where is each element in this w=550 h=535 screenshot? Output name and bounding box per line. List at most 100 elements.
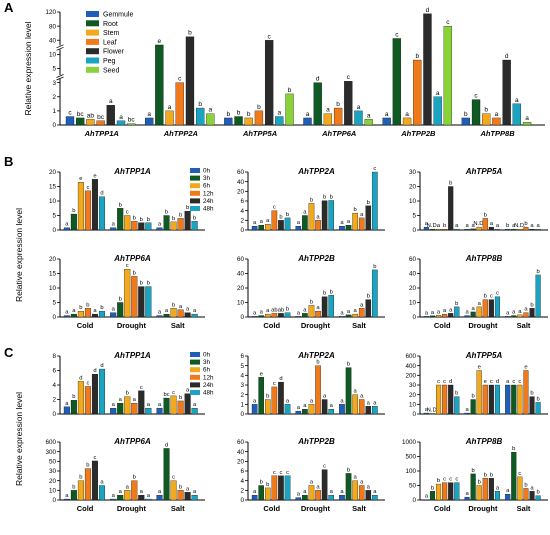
panel-b-bar-AhTPP2A-Salt-0h: [339, 225, 345, 231]
panel-b-bar-AhTPP5A-Salt-24h: [529, 228, 535, 231]
panel-c-sig-letter: b: [530, 391, 533, 397]
panel-b-bar-AhTPP6A-Salt-12h: [177, 309, 184, 318]
panel-b-bar-AhTPP8B-Drought-3h: [470, 311, 476, 318]
panel-c-gene-title-AhTPP2A: AhTPP2A: [297, 351, 335, 360]
panel-b-sig-letter: b: [279, 214, 282, 220]
panel-b-sig-letter: a: [260, 310, 264, 316]
panel-b-bar-AhTPP2A-Drought-48h: [328, 200, 334, 231]
panel-b-bar-AhTPP5A-Salt-48h: [535, 228, 541, 231]
panel-b-bar-AhTPP6A-Salt-0h: [156, 315, 163, 318]
panel-b-sig-letter: b: [119, 202, 122, 208]
panel-c-AhTPP2B-y-tick-60-label: 60: [237, 439, 245, 446]
panel-b-gene-title-AhTPP2B: AhTPP2B: [297, 254, 335, 263]
panel-b-AhTPP2A-y-tick-40-label: 40: [237, 179, 245, 186]
panel-a-bar-AhTPP2B-Stem: [402, 117, 412, 126]
panel-a-sig-letter: a: [436, 90, 440, 97]
panel-c-sig-letter: a: [158, 489, 162, 495]
panel-a-bar-AhTPP6A-Flower: [344, 81, 353, 126]
panel-b-legend-label-6h: 6h: [203, 183, 211, 190]
panel-a-sig-letter: b: [227, 111, 231, 118]
panel-b-bar-AhTPP2A-Drought-6h: [308, 203, 315, 231]
panel-c-bar-AhTPP5A-Drought-6h: [476, 370, 482, 415]
panel-b-sig-letter: a: [186, 307, 190, 313]
panel-c-sig-letter: d: [496, 379, 499, 385]
panel-b-sig-letter: a: [425, 221, 429, 227]
panel-b-sig-letter: b: [455, 301, 458, 307]
panel-b-bar-AhTPP1A-Drought-24h: [138, 222, 145, 231]
panel-c-bar-AhTPP5A-Cold-3h: [429, 413, 436, 415]
panel-c-bar-AhTPP2A-Cold-6h: [265, 399, 271, 415]
panel-b-sig-letter: b: [484, 294, 487, 300]
panel-c-bar-AhTPP6A-Drought-24h: [138, 495, 145, 501]
panel-b-bar-AhTPP2A-Cold-3h: [258, 225, 265, 231]
panel-c-sig-letter: c: [172, 475, 175, 481]
panel-c-sig-letter: a: [354, 389, 358, 395]
panel-c-bar-AhTPP1A-Drought-0h: [110, 408, 117, 415]
panel-b-AhTPP6A-y-tick-20-label: 20: [49, 256, 57, 263]
panel-b-sig-letter: c: [373, 166, 376, 172]
panel-b-gene-title-AhTPP8B: AhTPP8B: [465, 254, 503, 263]
panel-b-sig-letter: a: [472, 306, 476, 312]
panel-a-bar-AhTPP6A-Stem: [323, 113, 333, 126]
panel-c-AhTPP1A-y-tick-2-label: 2: [52, 397, 56, 404]
panel-a-category-label: AhTPP2B: [400, 129, 436, 138]
panel-letter-a: A: [4, 0, 14, 15]
panel-b-bar-AhTPP2B-Drought-6h: [308, 305, 315, 318]
panel-b-sig-letter: a: [360, 212, 364, 218]
panel-b-bar-AhTPP2A-Salt-6h: [352, 212, 358, 231]
panel-a-bar-AhTPP2A-Seed: [206, 113, 215, 126]
panel-b-sig-letter: a: [437, 223, 441, 229]
panel-c-sig-letter: a: [316, 484, 320, 490]
panel-c-sig-letter: e: [478, 365, 481, 371]
panel-c-sig-letter: b: [260, 480, 263, 486]
panel-c-legend-label-0h: 0h: [203, 352, 211, 359]
panel-b-bar-AhTPP2B-Drought-0h: [295, 316, 302, 318]
panel-a-sig-letter: b: [188, 30, 192, 37]
panel-b-bar-AhTPP2A-Salt-48h: [372, 171, 378, 231]
panel-b-bar-AhTPP8B-Salt-48h: [535, 274, 541, 318]
panel-b-sig-letter: b: [133, 270, 136, 276]
panel-a-bar-AhTPP8B-Flower: [502, 59, 511, 126]
panel-c-AhTPP5A-y-tick-30-label: 30: [409, 382, 417, 389]
panel-c-bar-AhTPP8B-Cold-3h: [429, 491, 436, 501]
panel-b-bar-AhTPP8B-Salt-0h: [505, 316, 511, 318]
panel-c-sig-letter: b: [316, 360, 319, 366]
panel-b-sig-letter: a: [443, 308, 447, 314]
panel-a-legend-swatch-Peg: [86, 57, 99, 64]
panel-b-legend-label-48h: 48h: [203, 206, 214, 213]
panel-b-sig-letter: a: [266, 308, 270, 314]
panel-c-sig-letter: c: [443, 379, 446, 385]
panel-b-bar-AhTPP1A-Drought-3h: [117, 208, 124, 231]
panel-c-legend-swatch-3h: [190, 359, 200, 365]
panel-b-bar-AhTPP1A-Drought-6h: [124, 215, 131, 231]
panel-a-sig-letter: c: [268, 33, 272, 40]
panel-c-sig-letter: a: [330, 489, 334, 495]
panel-c-sig-letter: b: [133, 475, 136, 481]
panel-c-AhTPP6A-y-tick-600-label: 600: [45, 439, 56, 446]
panel-b-sig-letter: a: [449, 307, 453, 313]
panel-b-legend-label-3h: 3h: [203, 175, 211, 182]
panel-b-bar-AhTPP2A-Drought-24h: [321, 200, 328, 231]
panel-c-AhTPP6A-y-tick-0-label: 0: [52, 497, 56, 504]
panel-b-bar-AhTPP5A-Cold-24h: [448, 186, 454, 231]
panel-a-bar-AhTPP1A-Root: [76, 117, 85, 126]
panel-a-bar-AhTPP1A-Flower: [106, 105, 115, 126]
panel-b-legend-label-24h: 24h: [203, 198, 214, 205]
panel-c-sig-letter: d: [165, 442, 168, 448]
panel-c-sig-letter: b: [126, 391, 129, 397]
panel-a-bar-AhTPP6A-Leaf: [333, 107, 343, 126]
panel-b-bar-AhTPP8B-Cold-24h: [448, 313, 454, 318]
panel-b-sig-letter: b: [172, 302, 175, 308]
panel-b-bar-AhTPP2A-Salt-12h: [358, 217, 365, 231]
panel-b-sig-letter: b: [86, 302, 89, 308]
panel-b-bar-AhTPP1A-Drought-12h: [131, 221, 138, 231]
panel-a-sig-letter: b: [336, 101, 340, 108]
panel-c-AhTPP2A-y-tick-0-label: 0: [240, 411, 244, 418]
panel-b-sig-letter: b: [310, 299, 313, 305]
panel-b-bar-AhTPP2B-Drought-48h: [328, 295, 334, 318]
panel-c-AhTPP8B-y-tick-500-label: 500: [405, 454, 416, 461]
panel-c-bar-AhTPP5A-Salt-3h: [511, 384, 517, 415]
panel-c-sig-letter: a: [147, 402, 151, 408]
panel-c-condition-label-Drought: Drought: [468, 504, 498, 513]
panel-c-AhTPP1A-y-tick-4-label: 4: [52, 382, 56, 389]
